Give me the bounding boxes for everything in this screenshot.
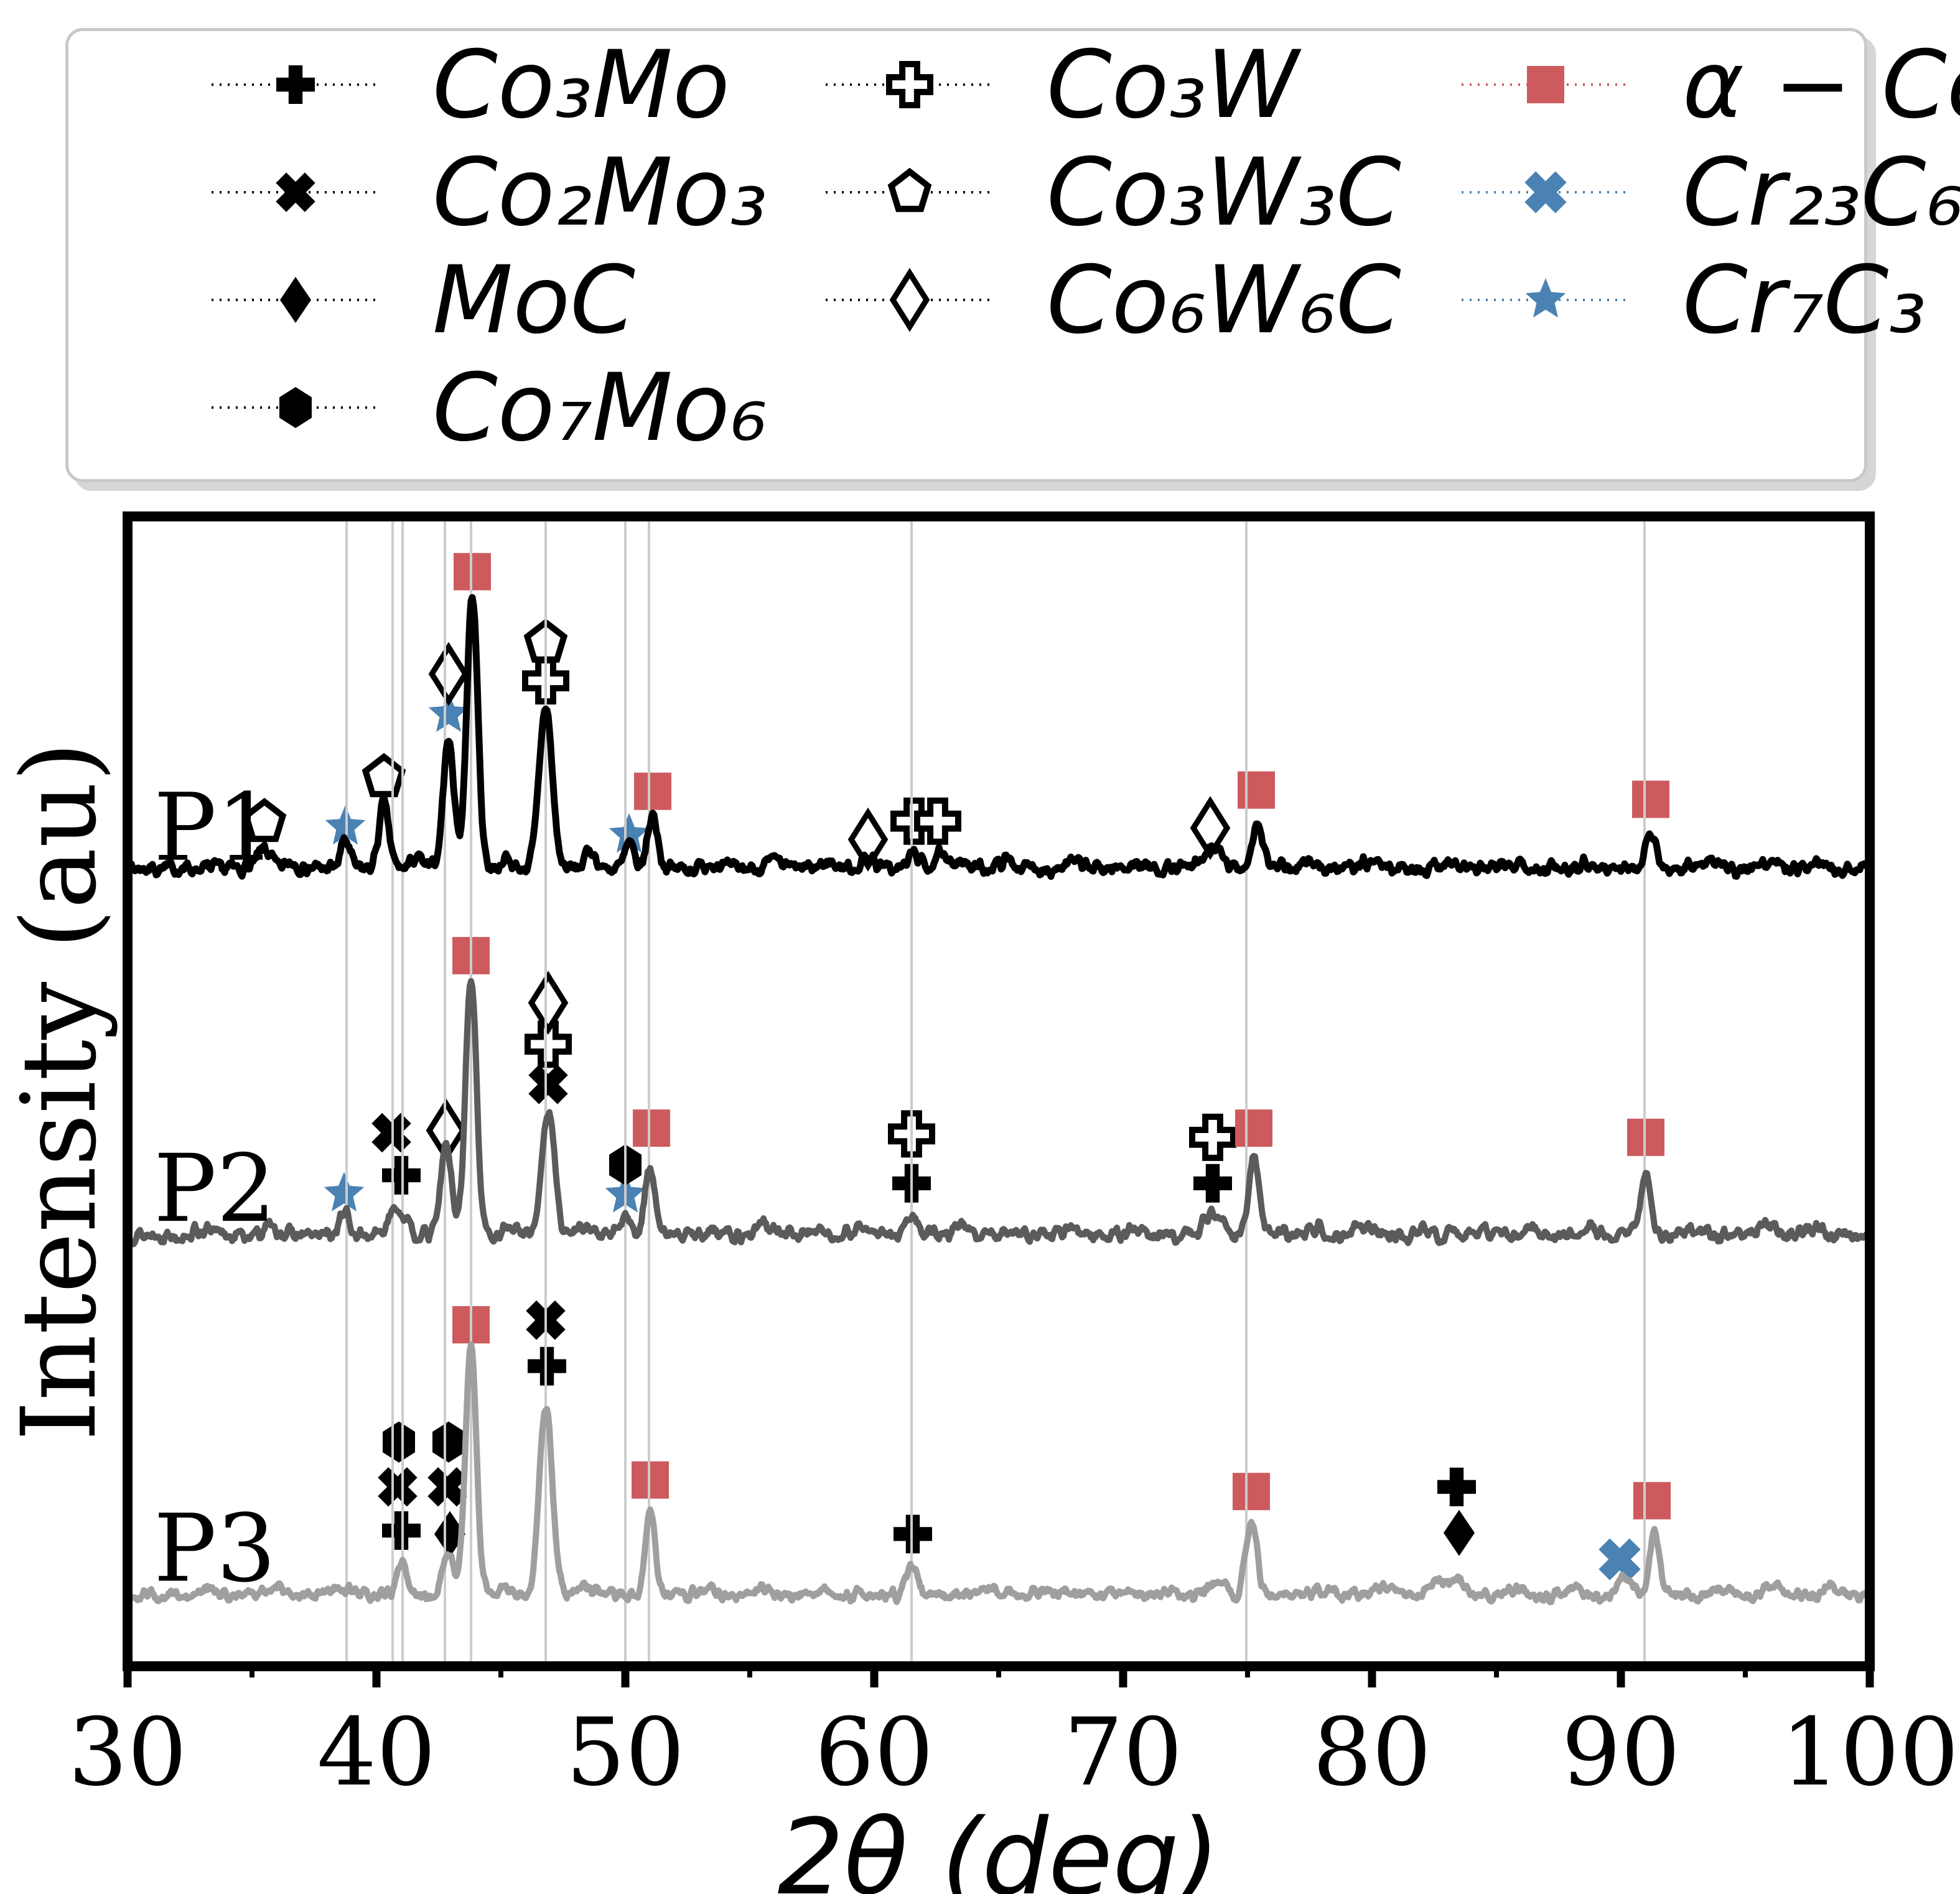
legend: Co₃Mo Co₂Mo₃ MoC Co₇Mo₆ Co₃W Co₃W₃C Co₆W₆C α − … <box>65 28 1960 482</box>
x-tick-label: 50 <box>566 1699 685 1807</box>
x-tick-label: 60 <box>815 1699 934 1807</box>
axes: P1 P2 P3 30 40 50 60 70 80 90 100 <box>68 511 1959 1807</box>
x-tick-label: 80 <box>1313 1699 1432 1807</box>
marker-diamond-filled <box>280 277 311 323</box>
marker-diamond-filled <box>1444 1509 1475 1556</box>
series-markers <box>242 553 1671 1580</box>
marker-square-red <box>1238 771 1275 809</box>
legend-key-pentagon-open <box>826 167 994 212</box>
legend-entry-pentagon-open: Co₃W₃C <box>804 139 1401 246</box>
marker-plus-open <box>1189 1113 1236 1161</box>
marker-diamond-open <box>889 268 930 332</box>
legend-entry-x-filled: Co₂Mo₃ <box>190 139 767 246</box>
marker-hexagon-filled <box>383 1421 415 1463</box>
legend-key-plus-filled <box>212 65 380 104</box>
marker-square-red <box>633 1109 670 1147</box>
marker-square-red <box>1235 1109 1272 1147</box>
gridlines <box>345 516 1646 1666</box>
legend-key-hexagon-filled <box>212 387 380 428</box>
legend-label: Co₃W <box>1047 30 1299 139</box>
x-tick-label: 90 <box>1562 1699 1681 1807</box>
legend-key-diamond-filled <box>212 277 380 323</box>
marker-plus-open <box>914 797 961 845</box>
marker-square-red <box>1233 1473 1270 1511</box>
legend-entry-hexagon-filled: Co₇Mo₆ <box>190 354 767 462</box>
marker-square-red <box>1633 1481 1671 1519</box>
legend-column-1: Co₃Mo Co₂Mo₃ MoC Co₇Mo₆ <box>190 31 767 462</box>
legend-column-3: α − CoCr₂₃C₆Cr₇C₃ <box>1440 31 1960 354</box>
legend-entry-diamond-open: Co₆W₆C <box>804 246 1401 354</box>
legend-label: Co₇Mo₆ <box>432 353 767 462</box>
marker-diamond-open <box>1190 796 1231 861</box>
curve-P2 <box>128 977 1870 1248</box>
marker-pentagon-open <box>887 167 932 212</box>
legend-entry-diamond-filled: MoC <box>190 246 767 354</box>
legend-key-x-blue <box>1462 171 1630 213</box>
marker-plus-filled <box>1437 1467 1476 1506</box>
legend-key-star-blue <box>1462 278 1630 318</box>
legend-key-diamond-open <box>826 268 994 332</box>
legend-label: α − Co <box>1682 30 1960 139</box>
marker-x-blue <box>1598 1538 1641 1580</box>
marker-plus-filled <box>1193 1164 1232 1203</box>
x-tick-label: 30 <box>68 1699 187 1807</box>
marker-star-blue <box>428 692 469 732</box>
marker-hexagon-filled <box>279 387 312 428</box>
marker-square-red <box>1632 780 1669 818</box>
marker-star-blue <box>1525 278 1566 318</box>
legend-entry-plus-filled: Co₃Mo <box>190 31 767 139</box>
marker-star-blue <box>324 1172 365 1211</box>
legend-entry-square-red: α − Co <box>1440 31 1960 139</box>
marker-x-filled <box>378 1467 418 1507</box>
legend-entry-x-blue: Cr₂₃C₆ <box>1440 139 1960 246</box>
legend-label: Cr₂₃C₆ <box>1682 138 1960 247</box>
marker-square-red <box>1527 66 1564 103</box>
series-label-P2: P2 <box>154 1135 276 1243</box>
legend-entry-plus-open: Co₃W <box>804 31 1401 139</box>
legend-label: Co₂Mo₃ <box>432 138 767 247</box>
legend-key-plus-open <box>826 61 994 108</box>
marker-plus-open <box>886 61 933 108</box>
legend-label: MoC <box>432 246 635 355</box>
marker-pentagon-open <box>362 753 406 798</box>
marker-plus-filled <box>276 65 315 104</box>
series-label-P3: P3 <box>154 1495 276 1603</box>
legend-label: Co₆W₆C <box>1047 246 1401 355</box>
legend-column-2: Co₃W Co₃W₃C Co₆W₆C <box>804 31 1401 354</box>
series-curves <box>128 594 1870 1605</box>
marker-x-filled <box>528 1065 568 1104</box>
legend-label: Cr₇C₃ <box>1682 246 1926 355</box>
legend-label: Co₃Mo <box>432 30 730 139</box>
x-tick-label: 100 <box>1781 1699 1959 1807</box>
x-axis-label: 2θ (deg) <box>777 1796 1220 1894</box>
curve-P3 <box>128 1341 1870 1605</box>
marker-pentagon-open <box>242 798 287 842</box>
marker-diamond-open <box>528 971 569 1035</box>
marker-x-blue <box>1524 171 1567 213</box>
legend-label: Co₃W₃C <box>1047 138 1401 247</box>
marker-diamond-open <box>428 641 469 706</box>
curve-P1 <box>128 594 1870 881</box>
x-tick-label: 70 <box>1064 1699 1183 1807</box>
legend-key-x-filled <box>212 172 380 212</box>
marker-hexagon-filled <box>432 1421 465 1463</box>
legend-key-square-red <box>1462 66 1630 103</box>
series-label-P1: P1 <box>154 774 276 882</box>
marker-plus-open <box>525 1020 572 1068</box>
marker-square-red <box>634 772 671 810</box>
legend-entry-star-blue: Cr₇C₃ <box>1440 246 1960 354</box>
marker-x-filled <box>276 172 315 212</box>
marker-star-blue <box>609 813 650 853</box>
x-tick-label: 40 <box>317 1699 436 1807</box>
y-axis-label: Intensity (au) <box>0 741 119 1442</box>
marker-diamond-open <box>847 807 889 872</box>
marker-x-filled <box>427 1467 467 1507</box>
